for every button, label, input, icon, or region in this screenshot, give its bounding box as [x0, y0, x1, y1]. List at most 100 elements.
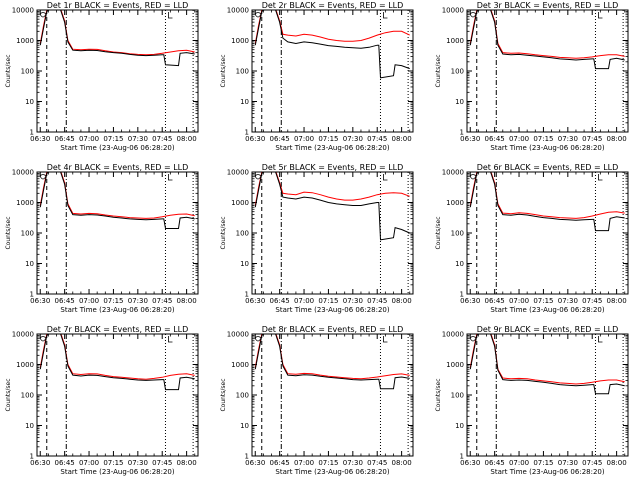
panel-det-2: Det 2r BLACK = Events, RED = LLD Counts/s… [220, 1, 414, 152]
x-tick-label: 06:30 [30, 459, 50, 467]
plot-frame [251, 333, 414, 457]
x-tick-label: 07:15 [533, 135, 553, 143]
x-axis-label: Start Time (23-Aug-06 06:28:20) [60, 306, 174, 314]
x-tick-label: 07:00 [294, 297, 314, 305]
series-line-events [254, 172, 410, 241]
corner-marker-left [469, 174, 477, 180]
x-tick-label: 07:30 [128, 135, 148, 143]
x-tick-label: 07:30 [558, 459, 578, 467]
y-tick-label: 10000 [442, 331, 464, 339]
x-tick-label: 06:30 [460, 459, 480, 467]
x-axis-label: Start Time (23-Aug-06 06:28:20) [490, 468, 604, 476]
y-tick-label: 10000 [12, 169, 34, 177]
x-tick-label: 07:45 [367, 135, 387, 143]
y-tick-label: 10 [455, 422, 464, 430]
y-tick-label: 100 [451, 392, 464, 400]
y-tick-label: 1000 [446, 199, 464, 207]
x-tick-label: 08:00 [607, 459, 627, 467]
x-tick-label: 06:45 [485, 135, 505, 143]
x-tick-label: 06:30 [460, 135, 480, 143]
x-tick-label: 07:30 [558, 135, 578, 143]
y-axis-label: Counts/sec [5, 54, 12, 87]
corner-marker-right [168, 336, 173, 343]
y-tick-label: 10 [25, 98, 34, 106]
series-line-events [254, 10, 410, 79]
y-tick-label: 10000 [227, 7, 249, 15]
corner-marker-left [39, 12, 47, 18]
series-group [39, 10, 195, 67]
y-axis-label: Counts/sec [5, 216, 12, 249]
plot-frame [466, 171, 629, 295]
series-group [39, 334, 195, 391]
series-line-lld [469, 172, 625, 219]
y-axis-label: Counts/sec [435, 216, 442, 249]
series-group [39, 172, 195, 229]
x-axis-label: Start Time (23-Aug-06 06:28:20) [490, 306, 604, 314]
plot-frame [466, 9, 629, 133]
x-tick-label: 08:00 [177, 297, 197, 305]
panel-title: Det 2r BLACK = Events, RED = LLD [262, 1, 404, 10]
panel-det-3: Det 3r BLACK = Events, RED = LLD Counts/s… [435, 1, 629, 152]
panel-det-6: Det 6r BLACK = Events, RED = LLD Counts/s… [435, 163, 629, 314]
x-tick-label: 07:15 [533, 459, 553, 467]
y-tick-label: 1000 [446, 37, 464, 45]
series-line-lld [254, 172, 410, 206]
panel-det-4: Det 4r BLACK = Events, RED = LLD Counts/s… [5, 163, 199, 314]
panel-title: Det 3r BLACK = Events, RED = LLD [477, 1, 619, 10]
x-tick-label: 07:30 [558, 297, 578, 305]
series-line-events [39, 334, 195, 391]
series-line-lld [39, 334, 195, 380]
y-tick-label: 100 [236, 68, 249, 76]
x-tick-label: 07:00 [509, 459, 529, 467]
x-tick-label: 06:45 [270, 135, 290, 143]
plot-frame [251, 171, 414, 295]
x-tick-label: 07:45 [367, 297, 387, 305]
x-tick-label: 06:45 [55, 459, 75, 467]
panel-title: Det 4r BLACK = Events, RED = LLD [47, 163, 189, 172]
x-tick-label: 06:30 [245, 459, 265, 467]
x-tick-label: 07:00 [294, 459, 314, 467]
corner-marker-right [598, 12, 603, 19]
y-axis-label: Counts/sec [220, 378, 227, 411]
y-tick-label: 1000 [231, 361, 249, 369]
x-tick-label: 08:00 [607, 297, 627, 305]
panel-title: Det 7r BLACK = Events, RED = LLD [47, 325, 189, 334]
series-line-lld [254, 334, 410, 380]
y-tick-label: 10 [240, 260, 249, 268]
x-tick-label: 07:15 [103, 135, 123, 143]
x-tick-label: 07:00 [79, 135, 99, 143]
y-tick-label: 10000 [442, 169, 464, 177]
y-tick-label: 1000 [446, 361, 464, 369]
panel-det-8: Det 8r BLACK = Events, RED = LLD Counts/s… [220, 325, 414, 476]
y-tick-label: 10 [240, 422, 249, 430]
panel-det-9: Det 9r BLACK = Events, RED = LLD Counts/s… [435, 325, 629, 476]
x-tick-label: 06:45 [485, 297, 505, 305]
x-tick-label: 06:30 [245, 135, 265, 143]
series-line-events [469, 172, 625, 232]
y-axis-label: Counts/sec [5, 378, 12, 411]
x-tick-label: 06:45 [270, 297, 290, 305]
y-axis-label: Counts/sec [220, 54, 227, 87]
y-tick-label: 1 [245, 453, 249, 461]
x-tick-label: 08:00 [392, 297, 412, 305]
series-line-lld [469, 334, 625, 385]
x-tick-label: 07:15 [103, 297, 123, 305]
y-tick-label: 100 [451, 230, 464, 238]
x-tick-label: 07:15 [103, 459, 123, 467]
panel-title: Det 1r BLACK = Events, RED = LLD [47, 1, 189, 10]
x-tick-label: 07:45 [367, 459, 387, 467]
series-group [254, 172, 410, 241]
y-tick-label: 100 [21, 392, 34, 400]
x-tick-label: 07:45 [152, 459, 172, 467]
plot-frame [36, 171, 199, 295]
y-tick-label: 1000 [231, 37, 249, 45]
x-tick-label: 07:15 [318, 459, 338, 467]
y-tick-label: 10 [455, 260, 464, 268]
x-tick-label: 07:30 [343, 135, 363, 143]
series-group [254, 10, 410, 79]
y-tick-label: 10000 [227, 169, 249, 177]
corner-marker-right [168, 12, 173, 19]
y-tick-label: 1000 [16, 361, 34, 369]
x-tick-label: 08:00 [392, 459, 412, 467]
x-tick-label: 06:30 [30, 297, 50, 305]
